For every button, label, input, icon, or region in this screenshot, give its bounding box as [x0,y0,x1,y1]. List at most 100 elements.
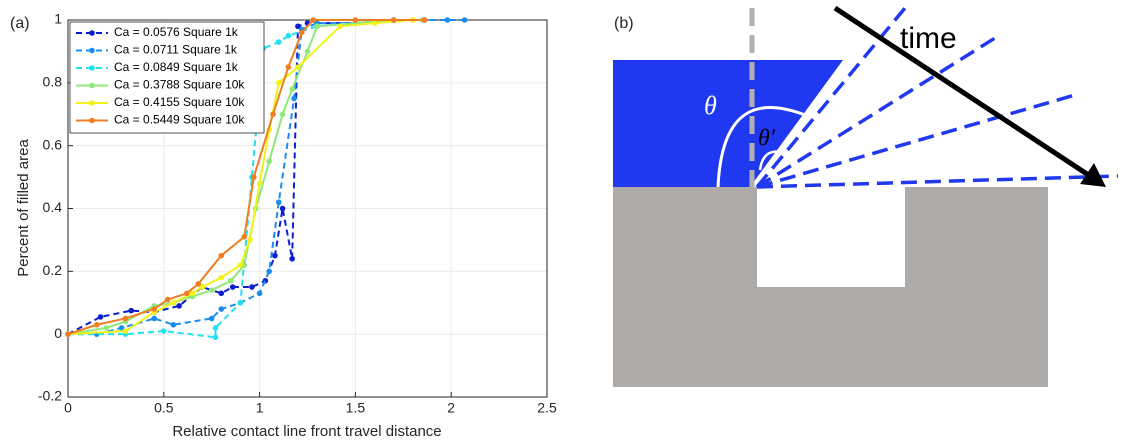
data-point [151,315,158,322]
data-point [270,111,276,118]
y-tick-label: 0.4 [43,199,63,215]
x-tick-label: 1.5 [346,400,366,416]
legend-box [69,21,265,134]
legend-marker [89,30,95,36]
data-point [285,64,292,70]
legend-marker [89,47,95,54]
data-point [444,17,451,23]
legend-label: Ca = 0.0849 Square 1k [114,60,239,74]
legend-label: Ca = 0.0711 Square 1k [114,43,238,57]
data-point [291,95,297,102]
data-point [298,29,305,36]
data-point [241,262,248,268]
theta-prime-label: θ′ [758,126,776,152]
legend-marker [89,65,95,71]
data-point [195,281,202,287]
ray [756,174,1119,189]
data-point [256,180,263,187]
data-point [275,80,282,86]
data-point [189,290,196,297]
x-axis-label: Relative contact line front travel dista… [172,423,441,440]
y-tick-label: 0.8 [43,74,63,90]
theta-label: θ [704,91,717,120]
data-point [103,325,110,331]
data-point [241,233,248,240]
time-label: time [900,22,957,55]
data-point [118,325,125,331]
data-point [218,290,225,297]
data-point [272,252,278,259]
data-point [122,315,129,322]
legend-marker [89,100,95,106]
data-point [208,315,215,322]
data-point [218,274,225,281]
data-point [176,303,182,309]
legend-label: Ca = 0.5449 Square 10k [114,113,245,127]
data-point [183,290,190,297]
data-point [208,287,215,293]
data-point [390,17,397,23]
data-point [285,32,292,39]
data-point [237,299,244,306]
data-point [122,328,129,334]
time-arrow [833,5,1092,179]
x-tick-label: 1 [256,400,264,416]
axes-box [67,19,548,398]
data-point [199,284,205,290]
data-point [266,268,272,275]
data-point [65,331,71,337]
data-point [275,39,282,45]
arrow-head [1080,163,1106,187]
data-point [266,158,272,165]
y-tick-label: 0 [54,325,62,341]
data-point [337,23,343,30]
x-tick-label: 2 [447,400,455,416]
y-tick-label: -0.2 [38,388,62,404]
data-point [247,237,253,243]
data-point [249,284,255,290]
diagram: (b) time θ θ′ [613,5,1119,387]
data-point [275,199,282,206]
data-point [310,17,317,23]
data-point [256,290,263,297]
data-point [164,296,171,303]
x-tick-label: 0 [64,400,72,416]
data-point [161,328,167,334]
data-point [228,277,234,284]
legend-marker [89,82,95,89]
data-point [371,20,378,26]
data-point [251,174,257,180]
y-tick-label: 1 [54,11,62,27]
data-point [218,252,225,259]
data-point [289,255,295,262]
angle-arc [758,150,781,171]
liquid [613,60,843,187]
data-point [289,86,295,92]
data-point [212,334,219,341]
data-point [170,299,177,306]
data-point [212,325,219,331]
data-point [295,23,301,30]
angle-arc [716,105,806,188]
data-point [128,307,135,314]
data-point [170,321,177,328]
x-tick-label: 0.5 [154,400,174,416]
legend-label: Ca = 0.3788 Square 10k [114,78,245,92]
data-point [352,17,359,23]
data-point [237,262,244,268]
legend-label: Ca = 0.4155 Square 10k [114,95,245,109]
data-point [421,17,428,23]
ray [756,93,1076,189]
legend-marker [89,117,95,124]
data-point [218,306,225,312]
data-point [93,321,100,328]
data-point [97,314,104,320]
data-point [151,306,158,312]
y-tick-label: 0.6 [43,136,63,152]
panel-label: (b) [614,15,634,32]
legend-label: Ca = 0.0576 Square 1k [114,25,239,39]
cavity [757,187,905,287]
data-point [304,48,311,55]
